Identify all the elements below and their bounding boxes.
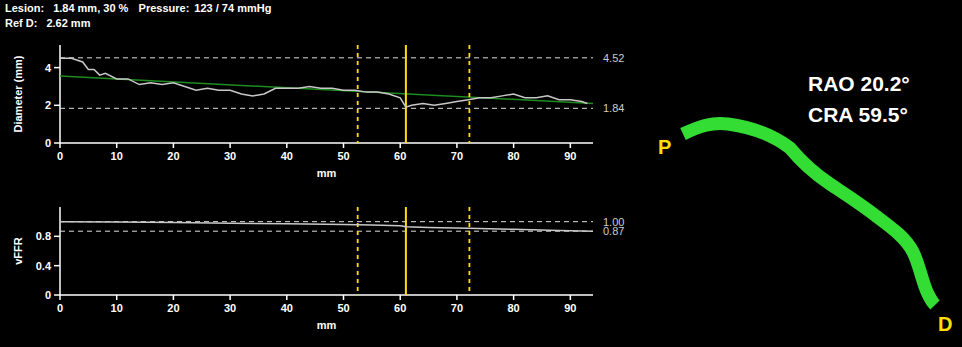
y-tick-label: 0.8 [36, 230, 51, 242]
x-tick-label: 20 [167, 150, 179, 162]
x-tick [173, 295, 175, 300]
segment-marker [357, 207, 359, 295]
x-tick [173, 143, 175, 148]
view-angle: CRA 59.5° [808, 103, 908, 126]
x-tick [570, 143, 572, 148]
y-tick [54, 67, 60, 69]
y-tick [54, 265, 60, 267]
x-tick-label: 10 [111, 302, 123, 314]
x-tick [513, 295, 515, 300]
reference-line [60, 108, 593, 109]
x-tick-label: 50 [337, 150, 349, 162]
reference-line [60, 231, 593, 232]
y-tick-label: 0 [45, 137, 51, 149]
segment-marker [468, 45, 470, 143]
x-tick-label: 70 [451, 150, 463, 162]
y-tick [54, 236, 60, 238]
x-axis-title: mm [317, 167, 337, 179]
plot-area [60, 45, 593, 143]
x-tick-label: 0 [57, 150, 63, 162]
x-tick-label: 40 [281, 150, 293, 162]
distal-label: D [938, 313, 952, 335]
vessel-view: RAO 20.2° CRA 59.5° P D [658, 72, 952, 335]
view-angle: RAO 20.2° [808, 72, 910, 95]
y-axis-title: Diameter (mm) [12, 55, 24, 132]
chart: 0 10 20 30 40 50 60 70 80 90 0 2 4 mm Diameter (mm) 4.5… [12, 45, 624, 179]
data-line [60, 222, 593, 232]
x-tick-label: 40 [281, 302, 293, 314]
x-tick-label: 10 [111, 150, 123, 162]
x-tick [286, 295, 288, 300]
header-text: 123 / 74 mmHg [194, 2, 271, 14]
x-tick-label: 50 [337, 302, 349, 314]
x-tick-label: 60 [394, 150, 406, 162]
x-tick-label: 90 [564, 302, 576, 314]
y-tick [54, 105, 60, 107]
segment-marker [468, 207, 470, 295]
x-tick-label: 90 [564, 150, 576, 162]
proximal-label: P [658, 136, 671, 158]
x-tick-label: 60 [394, 302, 406, 314]
x-axis-title: mm [317, 319, 337, 331]
y-tick [54, 142, 60, 144]
reference-line [60, 57, 593, 58]
x-tick-label: 70 [451, 302, 463, 314]
x-tick [286, 143, 288, 148]
data-line [60, 58, 587, 107]
y-tick-label: 0.4 [36, 260, 52, 272]
y-axis [59, 45, 61, 143]
x-tick [456, 143, 458, 148]
chart: 010203040506070809000.40.8mmvFFR1.000.87 [12, 207, 624, 331]
y-tick-label: 2 [45, 99, 51, 111]
x-tick [399, 295, 401, 300]
header-text: Ref D: [5, 17, 37, 29]
x-tick-label: 30 [224, 150, 236, 162]
background [0, 0, 962, 347]
y-tick [54, 294, 60, 296]
header-text: Pressure: [139, 2, 190, 14]
segment-marker [405, 207, 407, 295]
header-text: Lesion: [5, 2, 44, 14]
segment-marker [405, 45, 407, 143]
header-text: 1.84 mm, 30 % [53, 2, 128, 14]
reference-label: 4.52 [603, 52, 624, 64]
x-tick [343, 295, 345, 300]
x-tick [229, 295, 231, 300]
reference-label: 1.84 [603, 102, 624, 114]
x-tick [513, 143, 515, 148]
x-tick [229, 143, 231, 148]
y-tick-label: 0 [45, 289, 51, 301]
x-tick [116, 143, 118, 148]
reference-diameter [60, 76, 593, 103]
x-tick [456, 295, 458, 300]
x-tick-label: 0 [57, 302, 63, 314]
x-tick [570, 295, 572, 300]
x-tick-label: 80 [507, 150, 519, 162]
x-tick [399, 143, 401, 148]
plot-area [60, 207, 593, 295]
y-axis-title: vFFR [12, 237, 24, 265]
canvas: Lesion: 1.84 mm, 30 % Pressure: 123 / 74 mm… [0, 0, 962, 347]
x-tick-label: 20 [167, 302, 179, 314]
reference-label: 0.87 [603, 225, 624, 237]
vessel [683, 123, 935, 305]
x-tick-label: 30 [224, 302, 236, 314]
x-tick [116, 295, 118, 300]
x-tick-label: 80 [507, 302, 519, 314]
segment-marker [357, 45, 359, 143]
header-text: 2.62 mm [46, 17, 90, 29]
y-axis [59, 207, 61, 295]
y-tick-label: 4 [45, 62, 52, 74]
x-tick [343, 143, 345, 148]
